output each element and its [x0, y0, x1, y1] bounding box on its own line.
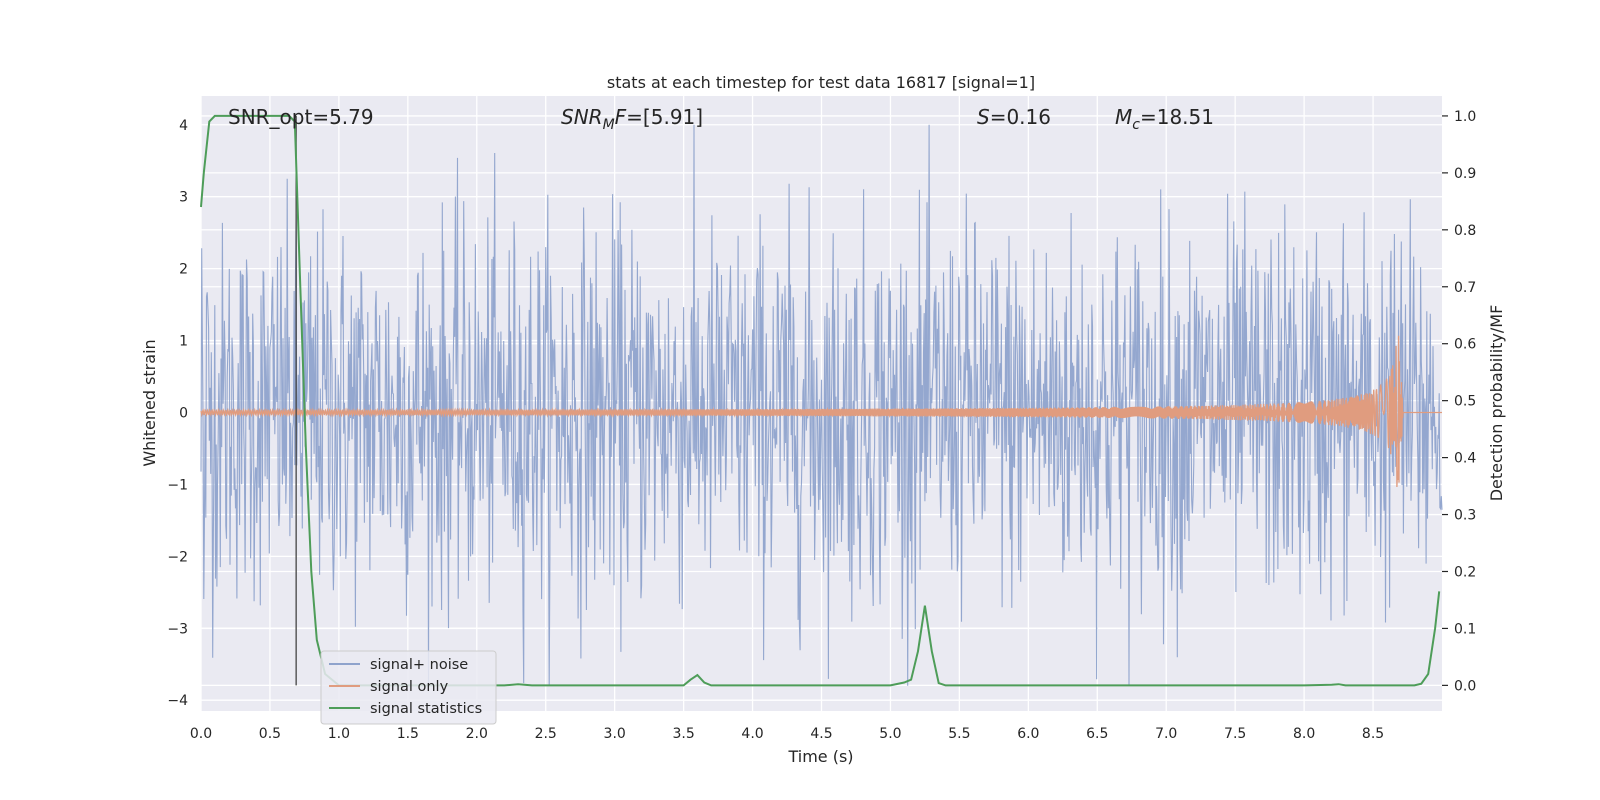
x-tick-label: 3.0 — [604, 726, 626, 742]
x-axis-ticks: 0.0 0.5 1.0 1.5 2.0 2.5 3.0 3.5 4.0 4.5 5.0 5.5 6.0 6… — [190, 726, 1384, 742]
y-tick-label: 1 — [179, 334, 188, 350]
signal-path — [200, 335, 1442, 488]
x-tick-label: 5.5 — [948, 726, 970, 742]
y-right-tick-label: 0.2 — [1454, 564, 1476, 580]
x-tick-label: 8.0 — [1293, 726, 1315, 742]
y-right-axis-label: Detection probability/MF — [1487, 305, 1506, 502]
y-right-axis-ticks: 0.0 0.1 0.2 0.3 0.4 0.5 0.6 0.7 0.8 0.9 1.0 — [1442, 109, 1476, 694]
x-tick-label: 4.5 — [810, 726, 832, 742]
annotation-mc-sub: c — [1132, 117, 1140, 133]
annotation-s: S=0.16 — [977, 105, 1051, 129]
x-axis-label: Time (s) — [787, 747, 853, 766]
y-right-tick-label: 0.9 — [1454, 166, 1476, 182]
x-tick-label: 2.0 — [466, 726, 488, 742]
y-tick-label: 2 — [179, 262, 188, 278]
noise-path — [200, 124, 1443, 686]
y-tick-label: −2 — [167, 549, 188, 565]
stats-path — [200, 114, 1441, 687]
y-right-tick-label: 0.1 — [1454, 621, 1476, 637]
x-tick-label: 7.5 — [1224, 726, 1246, 742]
series-signal-plus-noise — [200, 124, 1443, 686]
y-tick-label: −4 — [167, 693, 188, 709]
x-tick-label: 4.0 — [741, 726, 763, 742]
chart-title: stats at each timestep for test data 168… — [607, 73, 1035, 92]
y-right-tick-label: 0.7 — [1454, 280, 1476, 296]
y-right-tick-label: 0.6 — [1454, 337, 1476, 353]
legend-box — [320, 650, 497, 725]
x-tick-label: 1.5 — [397, 726, 419, 742]
annotation-mc-symbol: M — [1115, 105, 1132, 129]
x-tick-label: 6.5 — [1086, 726, 1108, 742]
annotation-s-value: =0.16 — [990, 105, 1051, 129]
y-right-tick-label: 1.0 — [1454, 109, 1476, 125]
y-tick-label: 0 — [179, 405, 188, 421]
annotation-snr-mf-value: =[5.91] — [626, 105, 703, 129]
legend-label-signal-plus-noise: signal+ noise — [370, 657, 468, 673]
x-tick-label: 5.0 — [879, 726, 901, 742]
y-right-tick-label: 0.5 — [1454, 394, 1476, 410]
x-tick-label: 2.5 — [535, 726, 557, 742]
x-tick-label: 3.5 — [672, 726, 694, 742]
annotation-snr-opt: SNR_opt=5.79 — [228, 105, 374, 129]
annotation-snr-mf: SNRMF=[5.91] — [561, 105, 703, 133]
x-tick-label: 7.0 — [1155, 726, 1177, 742]
annotation-mc: Mc=18.51 — [1115, 105, 1214, 133]
series-signal-statistics — [200, 114, 1441, 687]
y-right-tick-label: 0.0 — [1454, 678, 1476, 694]
annotation-snr-mf-f: F — [615, 105, 627, 129]
y-axis-label: Whitened strain — [140, 339, 159, 466]
y-right-tick-label: 0.4 — [1454, 451, 1476, 467]
annotation-snr-mf-sub: M — [603, 117, 615, 133]
y-tick-label: −1 — [167, 477, 188, 493]
x-tick-label: 8.5 — [1362, 726, 1384, 742]
y-tick-label: 3 — [179, 190, 188, 206]
legend-label-signal-statistics: signal statistics — [370, 701, 482, 717]
series-signal-only — [200, 335, 1442, 488]
y-right-tick-label: 0.8 — [1454, 223, 1476, 239]
y-axis-ticks: −4 −3 −2 −1 0 1 2 3 4 — [167, 118, 188, 709]
annotation-mc-value: =18.51 — [1140, 105, 1214, 129]
y-tick-label: 4 — [179, 118, 188, 134]
x-tick-label: 1.0 — [328, 726, 350, 742]
y-right-tick-label: 0.3 — [1454, 508, 1476, 524]
y-tick-label: −3 — [167, 621, 188, 637]
annotation-snr-mf-base: SNR — [561, 105, 603, 129]
x-tick-label: 0.0 — [190, 726, 212, 742]
annotation-s-symbol: S — [977, 105, 990, 129]
x-tick-label: 6.0 — [1017, 726, 1039, 742]
legend: signal+ noise signal only signal statist… — [320, 650, 497, 725]
legend-label-signal-only: signal only — [370, 679, 449, 695]
x-tick-label: 0.5 — [259, 726, 281, 742]
